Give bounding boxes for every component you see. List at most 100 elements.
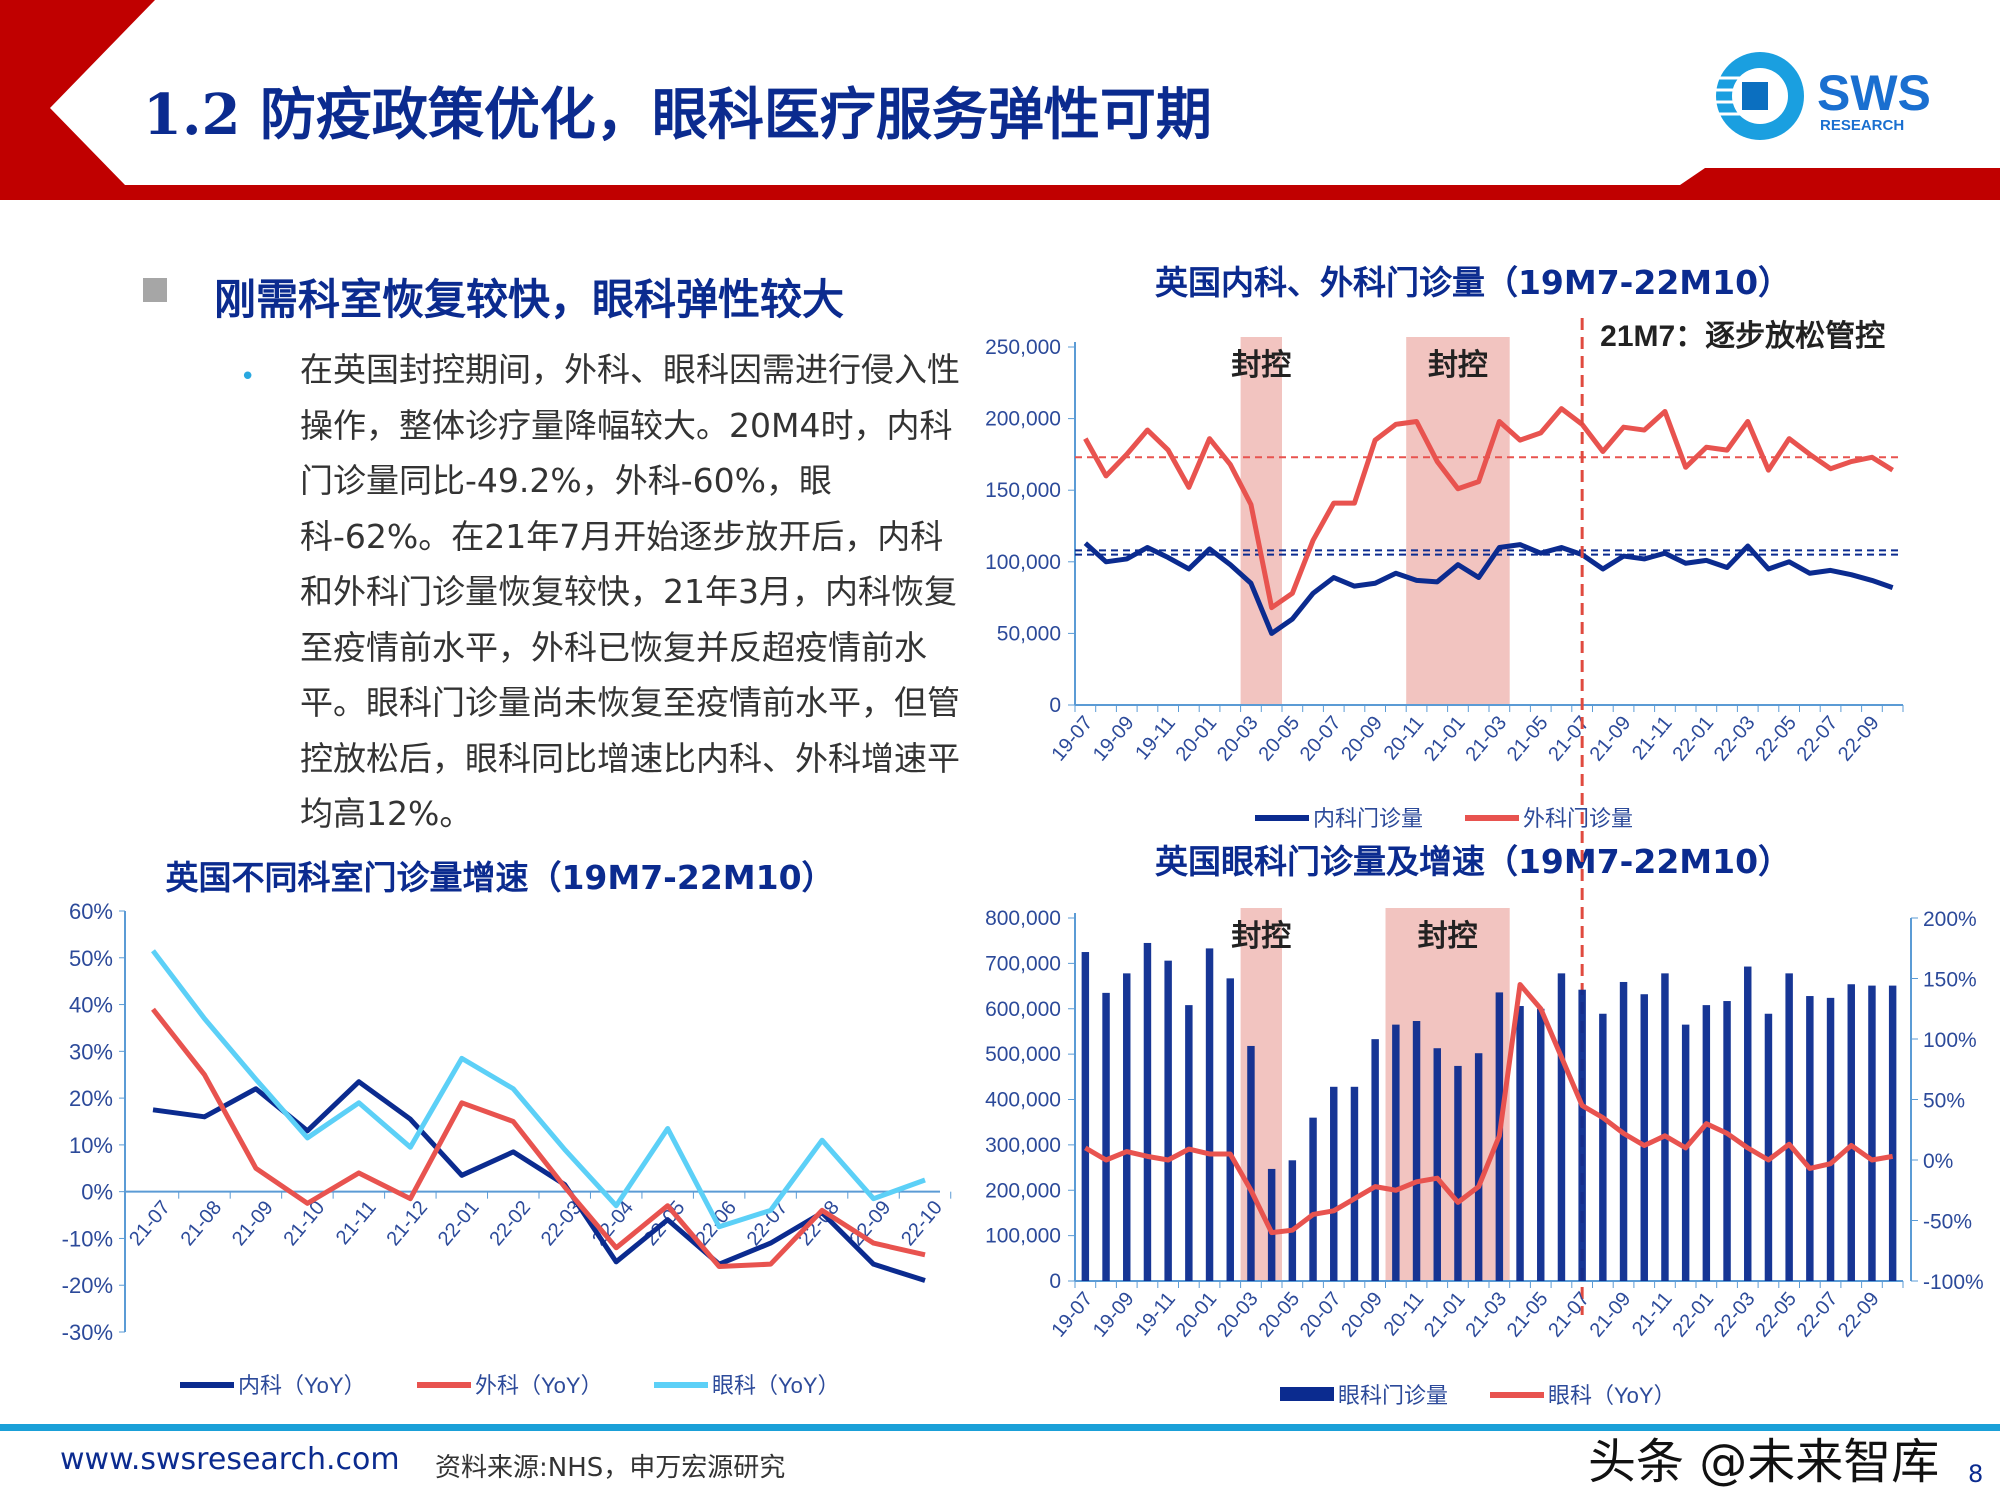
chart3-x-tick-label: 21-09	[1586, 1288, 1636, 1341]
chart3-bar	[1226, 978, 1234, 1281]
chart3-bar	[1723, 1001, 1731, 1281]
chart3-right-tick-label: 100%	[1923, 1029, 1977, 1052]
logo-subtext: RESEARCH	[1820, 117, 1904, 134]
chart3-x-tick-label: 19-07	[1047, 1288, 1097, 1341]
chart3-bar	[1847, 984, 1855, 1281]
chart3-bar	[1164, 960, 1172, 1281]
chart3-lockdown-shade	[1385, 908, 1510, 1281]
chart2-y-tick-label: 40%	[69, 993, 113, 1018]
chart3-y-tick-label: 800,000	[985, 907, 1061, 930]
chart3-y-tick-label: 600,000	[985, 998, 1061, 1021]
chart3-x-tick-label: 20-07	[1296, 1288, 1346, 1341]
chart3-x-tick-label: 19-09	[1089, 1288, 1139, 1341]
chart1-lockdown-shade	[1240, 337, 1282, 705]
chart3-lockdown-shade	[1240, 908, 1282, 1281]
chart2-series-surgery	[151, 1007, 926, 1270]
header-red-band	[0, 0, 2000, 200]
chart3-right-tick-label: -100%	[1923, 1271, 1984, 1294]
chart3-lockdown-label: 封控	[1418, 920, 1478, 953]
legend-label: 眼科门诊量	[1338, 1383, 1448, 1408]
chart3-x-tick-label: 22-03	[1710, 1288, 1760, 1341]
chart3-bar	[1868, 985, 1876, 1281]
chart2-y-tick-label: 50%	[69, 946, 113, 971]
chart3-right-tick-label: -50%	[1923, 1211, 1972, 1234]
chart1-lockdown-shade	[1406, 337, 1510, 705]
chart3-bar	[1309, 1117, 1317, 1281]
chart3-bar	[1474, 1053, 1483, 1281]
footer-url-link[interactable]: www.swsresearch.com	[60, 1442, 400, 1477]
chart3-bar	[1433, 1048, 1441, 1281]
chart3-bar	[1764, 1013, 1773, 1281]
chart3-y-tick-label: 700,000	[985, 952, 1061, 975]
chart2-title: 英国不同科室门诊量增速（19M7-22M10）	[165, 858, 835, 897]
chart1-y-tick-label: 50,000	[997, 622, 1061, 645]
legend-label: 眼科（YoY）	[1548, 1383, 1676, 1408]
chart2-series-ophthalmology	[151, 949, 926, 1230]
chart3-x-tick-label: 21-07	[1544, 1288, 1594, 1341]
chart3-bar	[1143, 942, 1152, 1281]
chart3-bar	[1702, 1005, 1711, 1281]
chart3-x-tick-label: 21-11	[1628, 1288, 1677, 1340]
chart3-bar	[1516, 1006, 1524, 1281]
chart3-bar	[1288, 1160, 1297, 1281]
chart1-annotation: 21M7：逐步放松管控	[1600, 320, 1885, 353]
page-title: 1.2 防疫政策优化，眼科医疗服务弹性可期	[143, 82, 1212, 148]
chart3-right-tick-label: 0%	[1923, 1150, 1953, 1173]
legend-label: 眼科（YoY）	[712, 1373, 840, 1398]
chart2-y-tick-label: 10%	[69, 1133, 113, 1158]
chart3-lockdown-label: 封控	[1231, 920, 1291, 953]
chart3-x-tick-label: 21-01	[1420, 1288, 1470, 1341]
chart3-right-tick-label: 150%	[1923, 969, 1977, 992]
chart3-bar	[1123, 973, 1131, 1281]
chart3-bar	[1806, 996, 1814, 1281]
chart3-bar	[1744, 966, 1752, 1281]
chart2-y-tick-label: -10%	[62, 1226, 113, 1251]
chart3-x-tick-label: 22-07	[1793, 1288, 1843, 1341]
legend-label: 内科（YoY）	[238, 1373, 366, 1398]
chart2-y-tick-label: 0%	[81, 1180, 113, 1205]
chart1-series-surgery	[1083, 406, 1894, 611]
chart3-bar	[1267, 1168, 1276, 1281]
page-number: 8	[1968, 1460, 1984, 1488]
chart3-right-tick-label: 50%	[1923, 1090, 1965, 1113]
sws-logo: SWS RESEARCH	[1716, 52, 1931, 140]
chart3-y-tick-label: 0	[1049, 1270, 1061, 1293]
header-banner	[0, 0, 2000, 200]
chart3-y-tick-label: 500,000	[985, 1043, 1061, 1066]
chart1-series-internal	[1083, 541, 1894, 636]
chart3-bar	[1102, 992, 1110, 1281]
chart3-x-tick-label: 20-03	[1213, 1288, 1263, 1341]
chart1-y-tick-label: 150,000	[985, 479, 1061, 502]
footer-divider	[0, 1424, 2000, 1431]
chart3-bar	[1392, 1024, 1400, 1281]
legend-label: 外科门诊量	[1523, 806, 1633, 831]
bullet-paragraph: 在英国封控期间，外科、眼科因需进行侵入性操作，整体诊疗量降幅较大。20M4时，内…	[300, 350, 960, 833]
chart3-bar	[1537, 1008, 1545, 1281]
chart3-x-tick-label: 22-05	[1751, 1288, 1801, 1341]
chart3-x-tick-label: 21-03	[1461, 1288, 1511, 1341]
heading-square-icon	[143, 278, 167, 302]
chart3-bar	[1640, 994, 1648, 1281]
watermark: 头条 @未来智库	[1588, 1434, 1940, 1490]
chart3-x-tick-label: 20-09	[1337, 1288, 1387, 1341]
legend-label: 内科门诊量	[1313, 806, 1423, 831]
chart1-title: 英国内科、外科门诊量（19M7-22M10）	[1154, 263, 1792, 302]
chart3-x-tick-label: 21-05	[1503, 1288, 1553, 1341]
chart3-x-tick-label: 20-05	[1254, 1288, 1304, 1341]
chart3-x-tick-label: 20-01	[1172, 1288, 1222, 1341]
chart3-x-tick-label: 19-11	[1131, 1288, 1180, 1340]
chart3-bar	[1454, 1065, 1462, 1281]
chart3-bar	[1350, 1086, 1359, 1281]
chart3-bar	[1599, 1013, 1607, 1281]
bullet-dot-icon: •	[240, 362, 256, 392]
legend-swatch	[1280, 1387, 1334, 1401]
chart3-bar	[1578, 989, 1586, 1281]
chart2-y-tick-label: 20%	[69, 1086, 113, 1111]
chart1-lockdown-label: 封控	[1231, 349, 1291, 382]
chart2-y-tick-label: 30%	[69, 1039, 113, 1064]
chart3-y-tick-label: 400,000	[985, 1089, 1061, 1112]
chart3-bar	[1412, 1021, 1421, 1281]
